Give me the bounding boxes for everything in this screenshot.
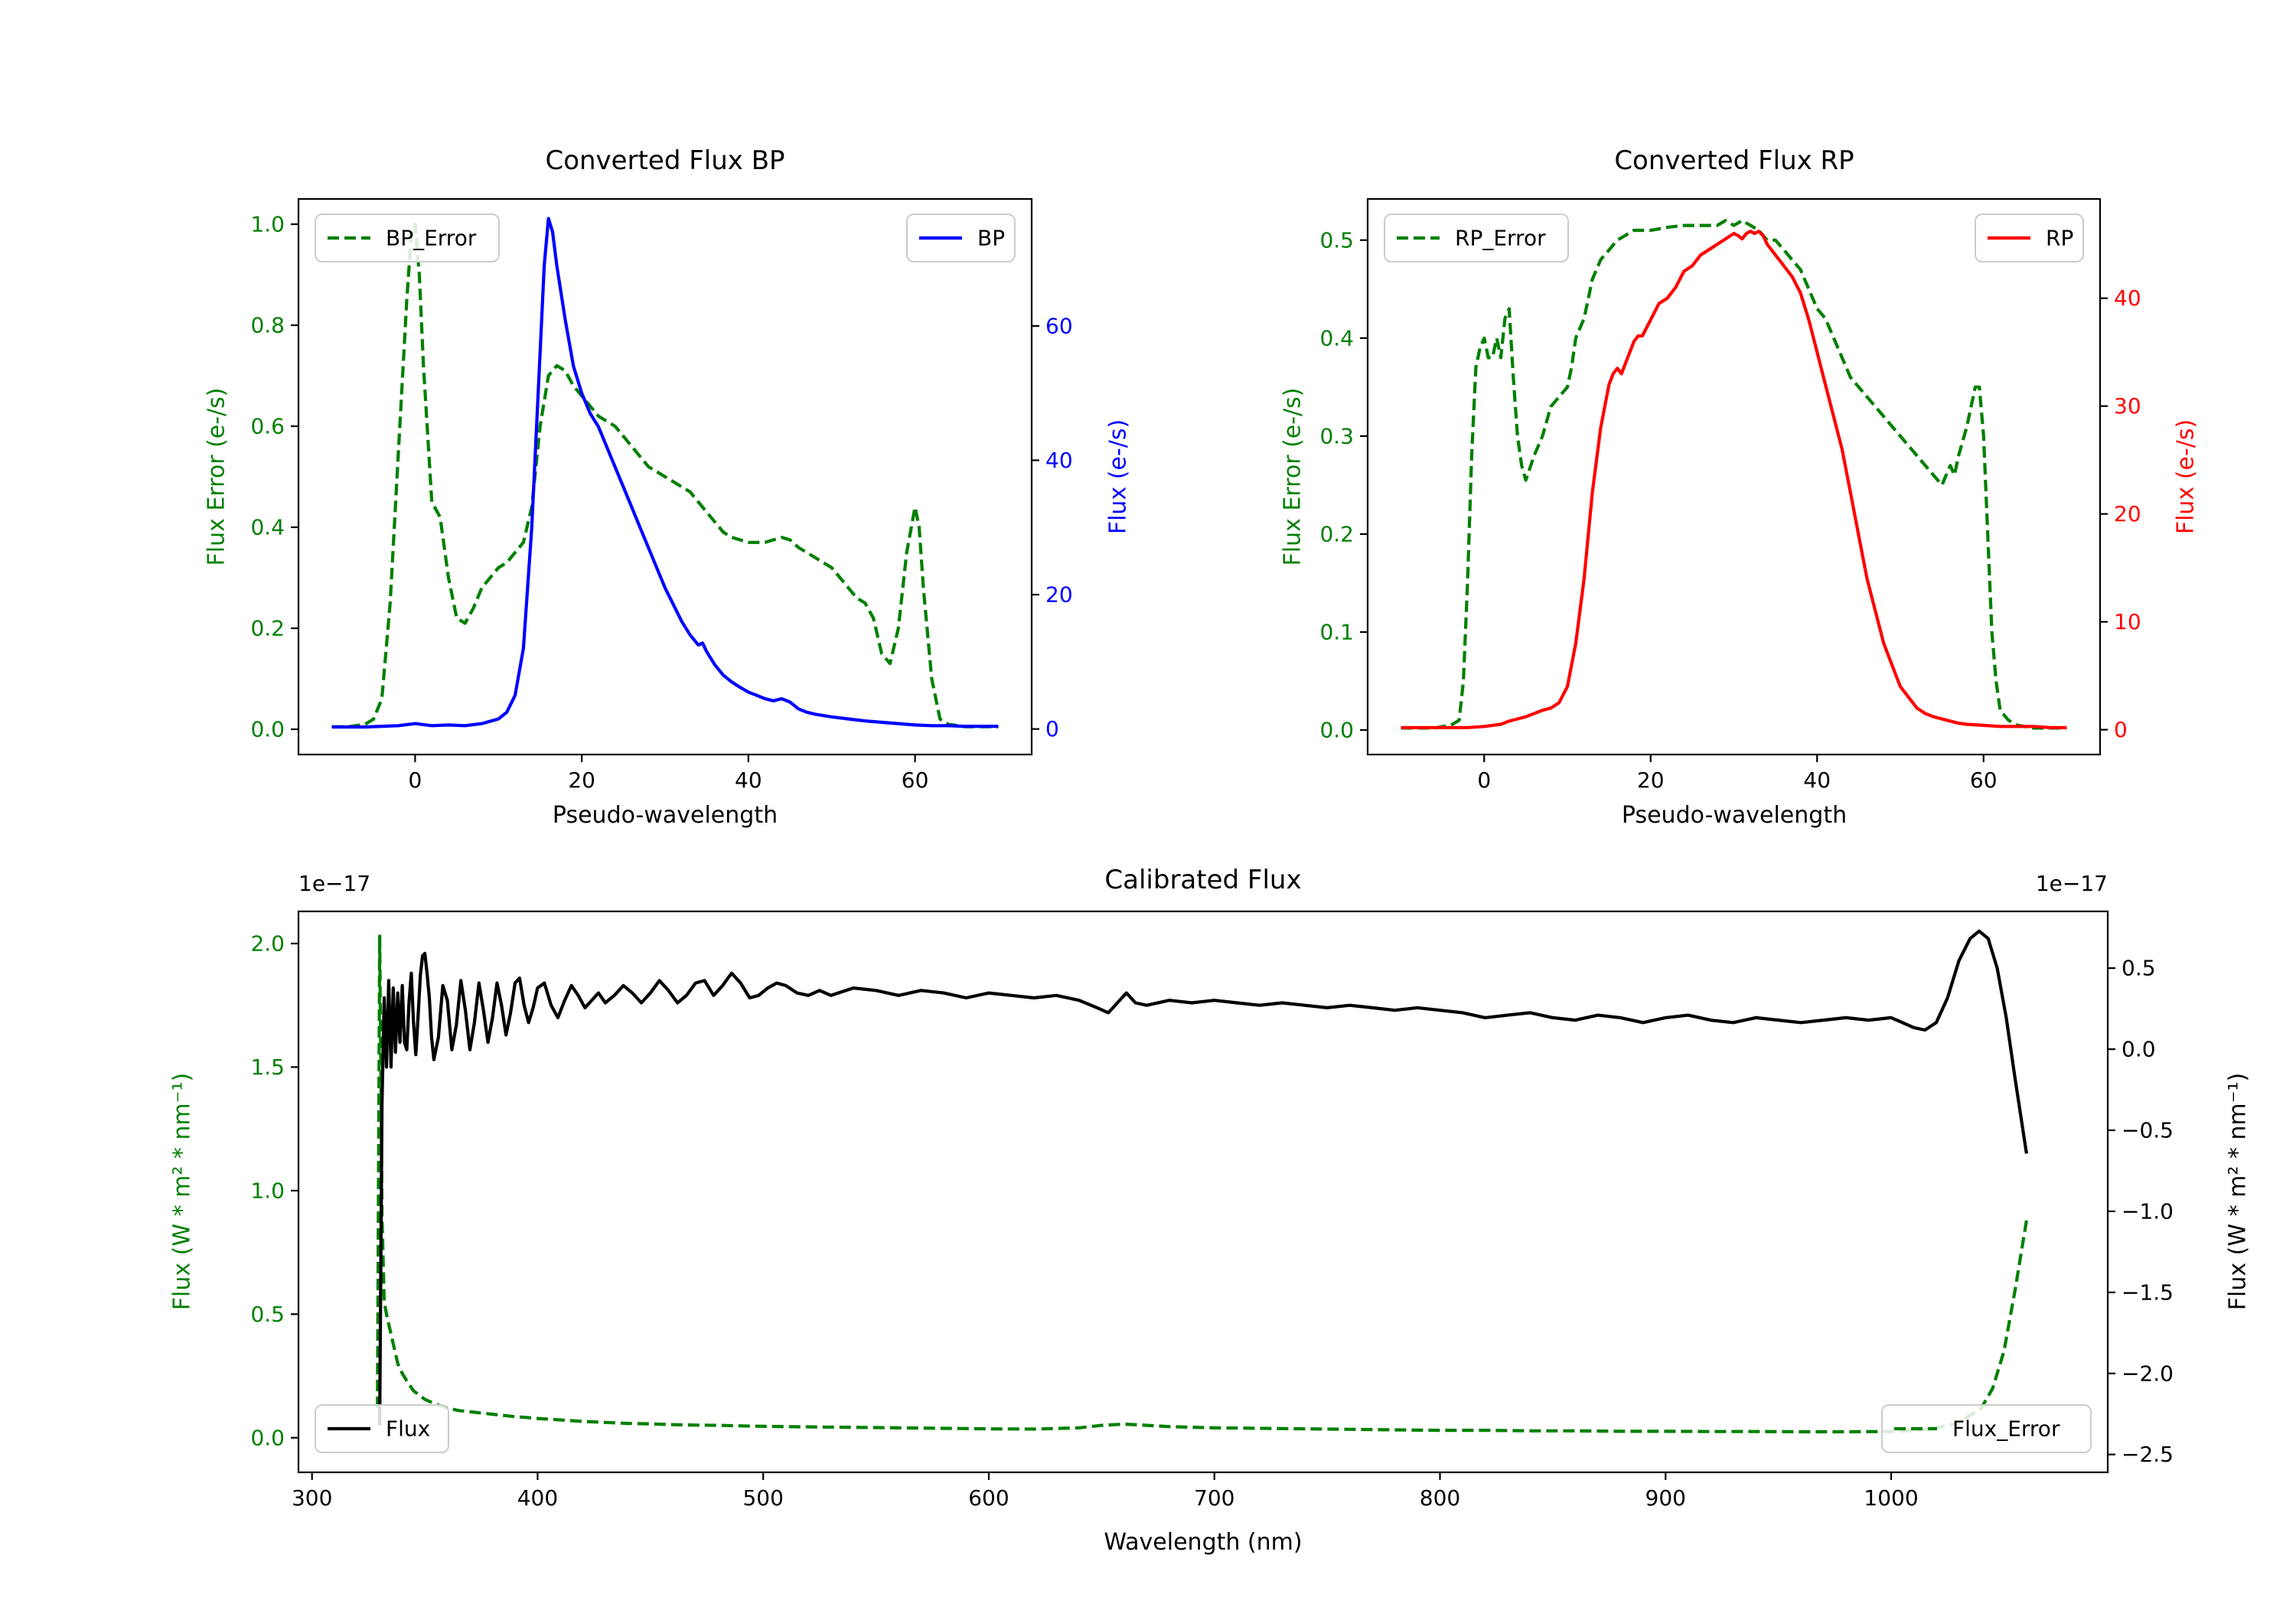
y-tick-label-left: 2.0 [250,931,285,956]
x-tick-label: 500 [742,1485,783,1511]
y-tick-label-right: −2.5 [2122,1442,2174,1467]
axes-frame [297,910,2109,1474]
xlabel-cal: Wavelength (nm) [1104,1529,1303,1556]
x-tick-label: 60 [1970,768,1998,793]
ylabel-left-rp: Flux Error (e-/s) [1279,387,1306,566]
legend-label: Flux_Error [1952,1416,2060,1442]
y-tick-label-right: 0.5 [2122,956,2156,981]
y-tick-label-left: 0.5 [250,1302,285,1327]
y-tick-label-left: 1.0 [250,212,285,237]
y-tick-label-right: −1.5 [2122,1279,2174,1305]
x-tick-label: 0 [408,768,422,793]
x-tick-label: 700 [1194,1485,1234,1511]
legend-frame [315,1404,449,1453]
legend-bp_error: BP_Error [315,214,500,262]
series-line-Flux [378,929,2028,1426]
y-tick-label-right: −1.0 [2122,1198,2174,1224]
legend-label: Flux [386,1416,430,1442]
y-tick-label-left: 0.0 [1319,717,1354,742]
xlabel-bp: Pseudo-wavelength [552,802,778,829]
series-line-BP [331,217,999,729]
chart-title-bp: Converted Flux BP [545,145,785,176]
y-tick-label-left: 1.0 [250,1178,285,1203]
legend-flux_error: Flux_Error [1881,1404,2092,1453]
legend-frame [1384,214,1569,262]
x-tick-label: 60 [902,768,929,793]
series-line-BP_Error [331,222,999,729]
legend-label: BP [977,226,1005,251]
y-tick-label-right: 30 [2114,393,2141,419]
ylabel-left-cal: Flux (W * m² * nm⁻¹) [168,1072,196,1311]
series-line-RP [1401,230,2067,729]
ylabel-right-rp: Flux (e-/s) [2172,419,2200,535]
y-tick-label-right: 40 [1045,448,1073,473]
legend-label: RP_Error [1455,226,1546,251]
y-tick-label-right: 20 [1045,582,1073,608]
offset-text-right-cal: 1e−17 [2035,871,2108,896]
y-tick-label-right: 0.0 [2122,1037,2156,1062]
legend-rp_error: RP_Error [1384,214,1569,262]
y-tick-label-right: 20 [2114,501,2141,526]
x-tick-label: 600 [968,1485,1009,1511]
y-tick-label-left: 1.5 [250,1054,285,1080]
y-tick-label-right: 0 [1045,716,1059,742]
legend-frame [1881,1404,2092,1453]
legend-label: RP [2046,226,2073,251]
legend-label: BP_Error [386,226,477,251]
legend-rp: RP [1975,214,2084,262]
x-tick-label: 300 [292,1485,332,1511]
legend-flux: Flux [315,1404,449,1453]
x-tick-label: 900 [1645,1485,1686,1511]
y-tick-label-left: 0.0 [250,717,285,742]
x-tick-label: 20 [568,768,595,793]
y-tick-label-left: 0.2 [1319,521,1354,546]
y-tick-label-right: −0.5 [2122,1117,2174,1143]
ylabel-right-bp: Flux (e-/s) [1104,419,1132,535]
x-tick-label: 20 [1637,768,1665,793]
y-tick-label-left: 0.8 [250,313,285,338]
xlabel-rp: Pseudo-wavelength [1621,802,1848,829]
chart-bp: 0 20 40 60 0.0 0.2 0.4 0.6 0.8 1.0 0 20 40 60 BP_Error… [250,197,1073,793]
chart-rp: 0 20 40 60 0.0 0.1 0.2 0.3 0.4 0.5 0 10 20 30 40 RP_Err… [1319,197,2141,793]
axes-frame [1366,197,2102,756]
y-tick-label-right: 60 [1045,313,1073,338]
x-tick-label: 40 [735,768,762,793]
y-tick-label-left: 0.3 [1319,423,1354,448]
chart-title-rp: Converted Flux RP [1614,145,1854,176]
y-tick-label-left: 0.0 [250,1425,285,1450]
y-tick-label-left: 0.1 [1319,619,1354,644]
ylabel-left-bp: Flux Error (e-/s) [203,387,230,566]
y-tick-label-left: 0.2 [250,616,285,641]
y-tick-label-right: 40 [2114,285,2141,311]
x-tick-label: 1000 [1864,1485,1918,1511]
y-tick-label-left: 0.4 [250,515,285,540]
x-tick-label: 40 [1803,768,1831,793]
y-tick-label-right: 0 [2114,717,2128,742]
x-tick-label: 0 [1477,768,1491,793]
axes-frame [297,197,1033,756]
chart-title-cal: Calibrated Flux [1104,865,1302,895]
x-tick-label: 400 [517,1485,558,1511]
x-tick-label: 800 [1420,1485,1460,1511]
offset-text-left-cal: 1e−17 [298,871,371,896]
legend-bp: BP [906,214,1016,262]
y-tick-label-left: 0.6 [250,414,285,439]
ylabel-right-cal: Flux (W * m² * nm⁻¹) [2224,1072,2252,1311]
y-tick-label-left: 0.5 [1319,227,1354,253]
legend-frame [315,214,500,262]
chart-cal: 300 400 500 600 700 800 900 1000 0.0 0.5 1.0 1.5 2.0… [250,910,2174,1511]
y-tick-label-left: 0.4 [1319,325,1354,350]
y-tick-label-right: 10 [2114,609,2141,634]
series-line-Flux_Error [376,934,2028,1434]
series-line-RP_Error [1401,219,2067,730]
y-tick-label-right: −2.0 [2122,1361,2174,1386]
